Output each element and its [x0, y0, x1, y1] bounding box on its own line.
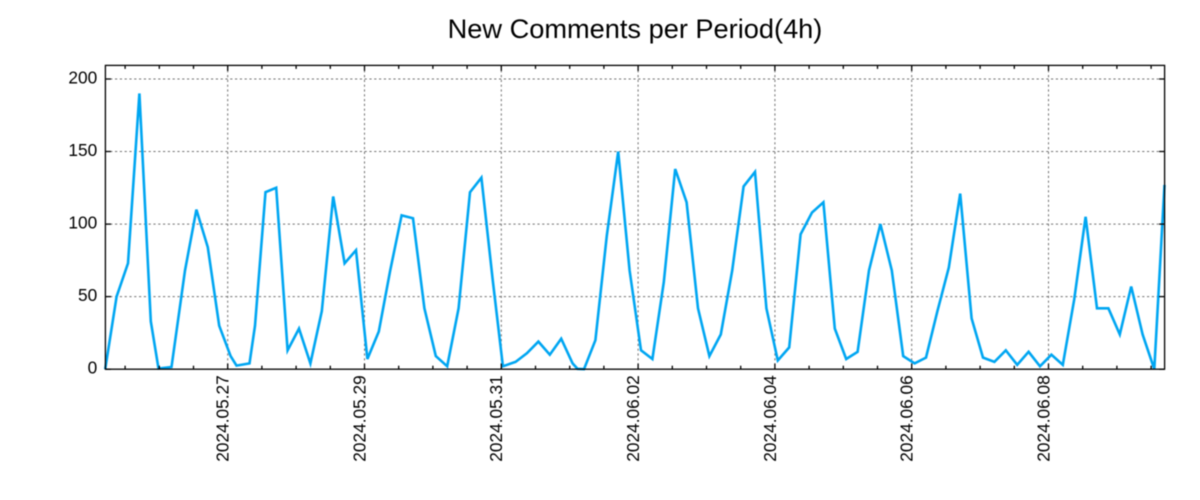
svg-text:New Comments per Period(4h): New Comments per Period(4h) — [448, 13, 823, 44]
svg-text:2024.05.31: 2024.05.31 — [486, 375, 506, 462]
svg-text:2024.06.08: 2024.06.08 — [1033, 375, 1053, 462]
svg-text:200: 200 — [68, 67, 97, 87]
svg-text:2024.06.06: 2024.06.06 — [897, 375, 917, 462]
svg-text:150: 150 — [68, 140, 97, 160]
svg-text:0: 0 — [88, 358, 98, 378]
svg-text:2024.06.04: 2024.06.04 — [760, 375, 780, 462]
svg-text:100: 100 — [68, 213, 97, 233]
svg-text:2024.06.02: 2024.06.02 — [623, 375, 643, 462]
svg-text:50: 50 — [78, 285, 97, 305]
svg-text:2024.05.27: 2024.05.27 — [213, 375, 233, 462]
svg-text:2024.05.29: 2024.05.29 — [349, 375, 369, 462]
